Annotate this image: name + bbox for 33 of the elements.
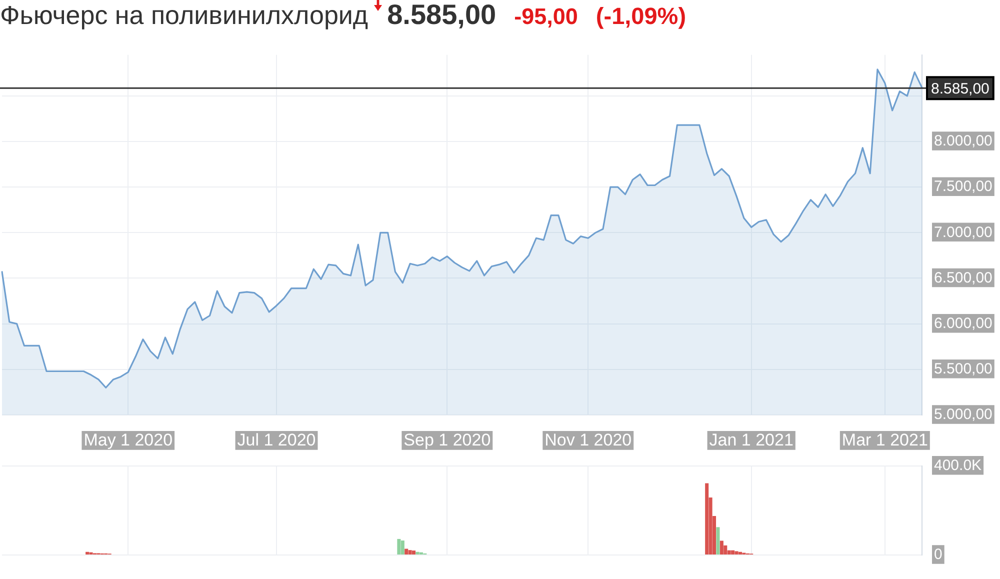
bar: [734, 551, 738, 554]
y-tick-label: 8.000,00: [934, 132, 992, 150]
bar: [731, 550, 735, 554]
y-tick-label: 6.000,00: [934, 314, 992, 332]
bar: [86, 552, 90, 554]
text: (-1,09%): [596, 2, 686, 31]
bar: [400, 540, 404, 554]
y-tick-label: 7.500,00: [934, 178, 992, 196]
x-tick-label: Jul 1 2020: [237, 430, 316, 450]
x-tick-label: Mar 1 2021: [842, 430, 928, 450]
ref-line-label: 8.585,00: [931, 80, 990, 98]
bar: [404, 548, 408, 554]
bar: [412, 550, 416, 554]
y-tick-label: 5.500,00: [934, 360, 992, 378]
y-tick-label: 6.500,00: [934, 269, 992, 286]
text: 8.585,00: [387, 0, 496, 30]
x-tick-label: Jan 1 2021: [709, 430, 794, 450]
bar: [720, 540, 724, 554]
x-tick-label: May 1 2020: [84, 430, 173, 450]
text: -95,00: [514, 3, 578, 31]
bar: [716, 527, 720, 554]
bar: [738, 552, 742, 554]
bar: [416, 552, 420, 554]
x-tick-label: Nov 1 2020: [544, 430, 632, 450]
bar: [705, 483, 709, 554]
y-tick-label: 5.000,00: [934, 406, 992, 424]
chart-title: Фьючерс на поливинилхлорид: [0, 0, 368, 30]
bar: [408, 550, 412, 554]
bar: [397, 538, 401, 554]
y-tick-label: 7.000,00: [934, 224, 992, 241]
x-tick-label: Sep 1 2020: [404, 430, 491, 450]
y-tick-label: 400.0K: [934, 457, 982, 474]
y-tick-label: 0: [934, 546, 942, 564]
